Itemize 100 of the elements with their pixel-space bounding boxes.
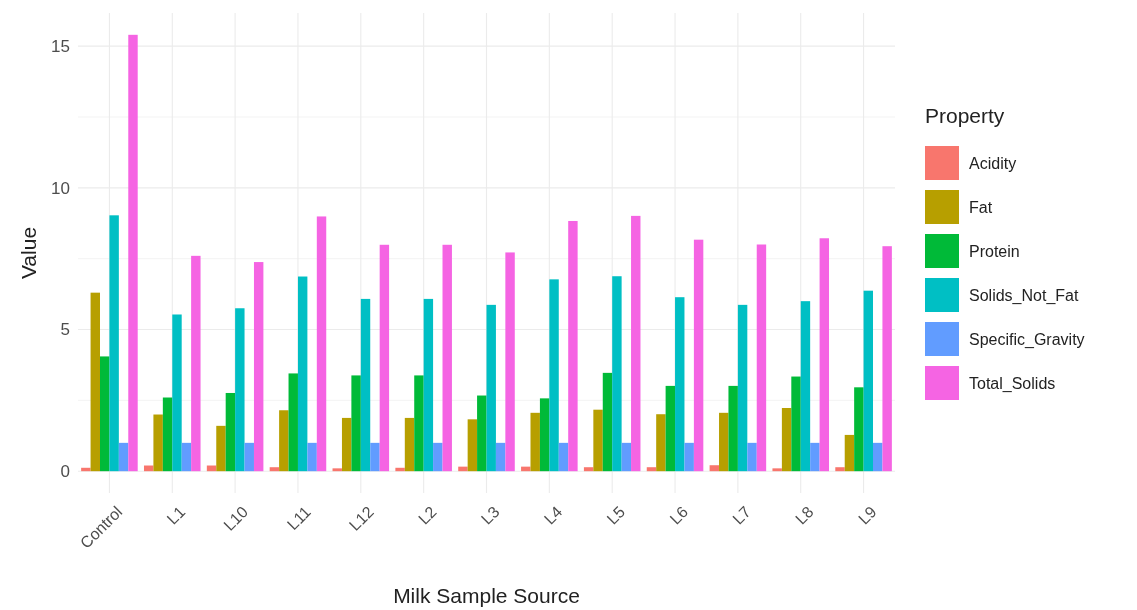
- bar: [873, 442, 883, 472]
- legend-label: Specific_Gravity: [969, 330, 1085, 349]
- bar: [568, 220, 578, 472]
- bar: [583, 467, 594, 472]
- legend-label: Protein: [969, 242, 1020, 260]
- bar: [162, 397, 173, 472]
- bar: [370, 442, 380, 472]
- bar: [225, 392, 236, 472]
- bar: [433, 442, 443, 472]
- x-tick-label: L7: [729, 502, 754, 528]
- bar: [279, 410, 289, 472]
- bar: [288, 373, 298, 472]
- bar: [791, 376, 801, 472]
- bar: [756, 244, 767, 472]
- x-tick-label: L9: [855, 502, 880, 528]
- bar: [549, 279, 559, 472]
- bar: [414, 375, 424, 472]
- bar: [558, 442, 569, 472]
- bar: [442, 244, 452, 472]
- bar: [395, 467, 405, 472]
- x-tick-label: L1: [163, 502, 189, 528]
- bar: [153, 414, 163, 472]
- bar: [458, 466, 468, 472]
- bar: [819, 238, 830, 472]
- x-axis-title: Milk Sample Source: [393, 584, 580, 607]
- legend-label: Solids_Not_Fat: [969, 286, 1079, 305]
- bar: [216, 425, 226, 472]
- bar: [495, 442, 506, 472]
- bar: [854, 387, 864, 472]
- bar: [341, 417, 352, 472]
- bar: [747, 442, 757, 472]
- bar: [235, 308, 245, 472]
- bar: [656, 414, 666, 472]
- bar: [781, 407, 792, 472]
- bar: [728, 385, 738, 472]
- bar: [684, 442, 694, 472]
- bar: [90, 292, 100, 472]
- bar: [882, 246, 892, 472]
- bar: [253, 262, 264, 472]
- x-tick-label: L2: [415, 502, 440, 528]
- y-tick-label: 10: [51, 178, 70, 198]
- bar: [530, 412, 540, 472]
- x-tick-label: L3: [477, 502, 503, 528]
- bar: [665, 385, 676, 472]
- bar: [244, 442, 254, 472]
- x-tick-label: L10: [220, 502, 252, 534]
- legend-label: Fat: [969, 198, 993, 216]
- legend-title: Property: [925, 104, 1005, 127]
- bar: [181, 442, 192, 472]
- x-tick-label: L4: [540, 502, 566, 528]
- bar: [709, 465, 720, 472]
- x-tick-label: L12: [345, 502, 377, 534]
- bar: [646, 467, 657, 472]
- bar: [772, 468, 782, 472]
- legend-label: Total_Solids: [969, 374, 1056, 393]
- bar: [835, 467, 845, 472]
- bar: [404, 417, 415, 472]
- bar: [128, 34, 138, 472]
- bar: [863, 290, 873, 472]
- bar: [631, 215, 641, 472]
- bar: [100, 356, 110, 472]
- bar: [844, 434, 855, 472]
- bar: [800, 301, 811, 472]
- bar: [307, 442, 317, 472]
- bar: [539, 398, 550, 472]
- bar: [612, 276, 622, 472]
- bar: [297, 276, 308, 472]
- legend-label: Acidity: [969, 154, 1017, 172]
- bar: [191, 255, 201, 472]
- bar: [719, 412, 729, 472]
- bar: [269, 467, 280, 472]
- x-tick-label: L11: [283, 502, 315, 534]
- bar: [477, 395, 487, 472]
- bar: [118, 442, 129, 472]
- bar: [593, 409, 603, 472]
- bar: [467, 419, 478, 472]
- bar: [423, 298, 434, 472]
- bar: [737, 304, 748, 472]
- x-tick-label: L8: [792, 502, 817, 528]
- bar: [351, 375, 361, 472]
- bar: [675, 297, 685, 472]
- bar: [332, 468, 342, 472]
- bar: [81, 467, 91, 472]
- bar: [360, 298, 371, 472]
- bar: [316, 216, 327, 472]
- bar: [109, 215, 119, 472]
- y-tick-label: 15: [51, 37, 70, 57]
- x-tick-label: L5: [603, 502, 629, 528]
- bar: [810, 442, 820, 472]
- bar: [379, 244, 390, 472]
- x-tick-label: L6: [666, 502, 692, 528]
- y-tick-label: 5: [60, 320, 70, 340]
- y-axis-title: Value: [17, 226, 40, 280]
- bar: [505, 252, 515, 472]
- bar: [172, 314, 182, 472]
- bar: [621, 442, 632, 472]
- y-tick-label: 0: [60, 462, 70, 482]
- bar: [486, 304, 496, 472]
- bar: [693, 239, 704, 472]
- bar: [602, 372, 613, 472]
